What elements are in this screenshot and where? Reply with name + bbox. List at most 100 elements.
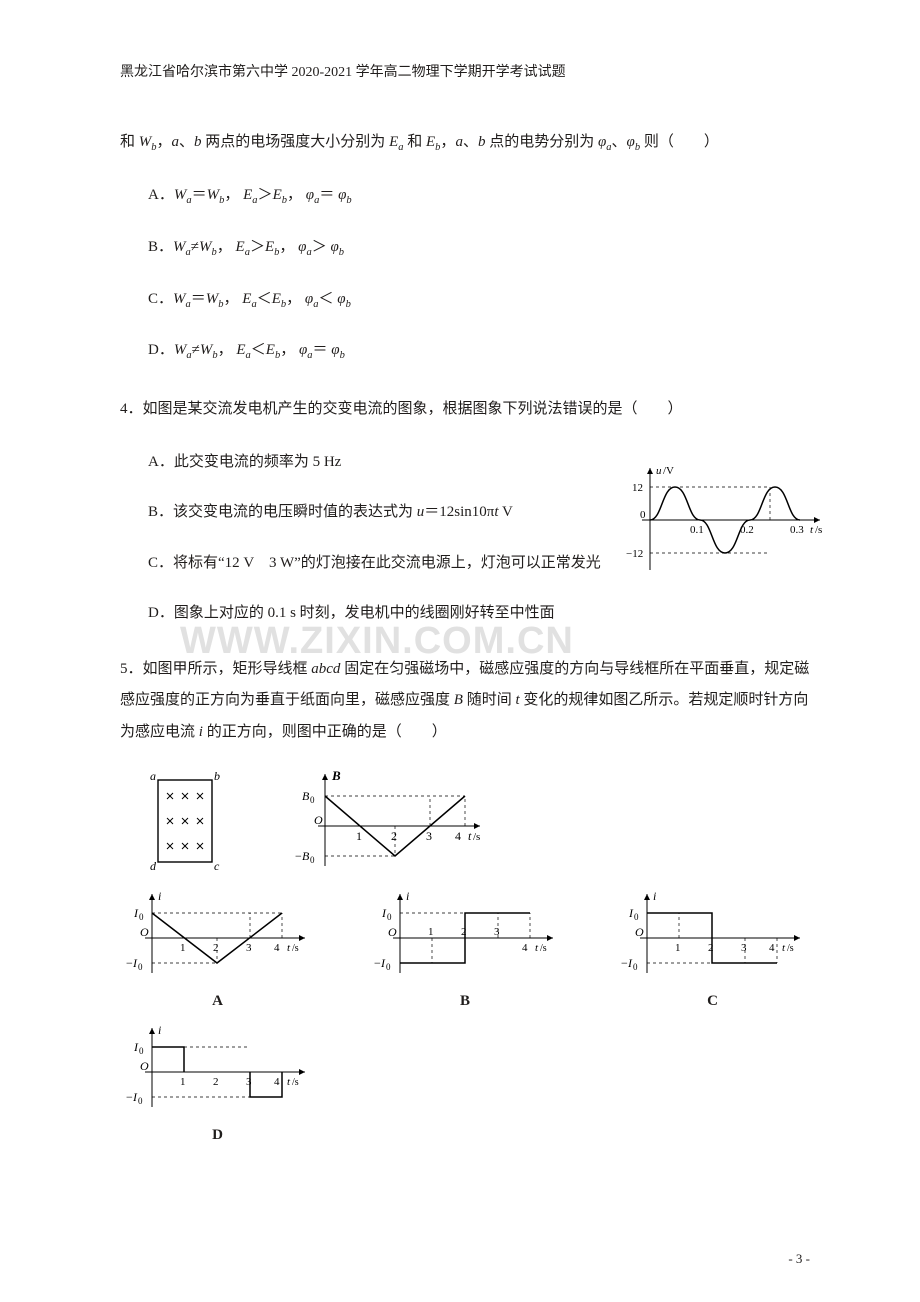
svg-text:3: 3 [741,942,747,954]
svg-text:1: 1 [675,942,681,954]
q5-fig-jia: a b c d [140,766,230,876]
q4-optD: D．图象上对应的 0.1 s 时刻，发电机中的线圈刚好转至中性面 [148,599,810,628]
svg-text:b: b [214,769,220,783]
q3-optD: D．Wa≠Wb， Ea＜Eb， φa＝ φb [148,336,810,366]
svg-text:c: c [214,859,220,873]
q5-stem: 5．如图甲所示，矩形导线框 abcd 固定在匀强磁场中，磁感应强度的方向与导线框… [120,654,810,749]
svg-text:t: t [810,524,814,536]
q3-optC: C．Wa＝Wb， Ea＜Eb， φa＜ φb [148,285,810,315]
q3-text2: ， [157,134,172,150]
svg-text:0: 0 [387,912,392,922]
svg-text:/s: /s [292,943,299,954]
svg-text:0: 0 [310,795,315,805]
svg-text:t: t [287,1076,291,1088]
page-number: - 3 - [788,1247,810,1272]
svg-text:t: t [287,942,291,954]
svg-text:2: 2 [391,829,397,843]
svg-text:3: 3 [246,942,252,954]
q3-optB: B．Wa≠Wb， Ea＞Eb， φa＞ φb [148,233,810,263]
q5-optA-fig: i I0 −I0 O 1 2 3 4 t/s A [120,888,315,1016]
svg-text:0: 0 [138,962,143,972]
svg-text:/s: /s [540,943,547,954]
q3-text2b: 、 [179,134,194,150]
svg-text:2: 2 [708,942,714,954]
q4-optA: A．此交变电流的频率为 5 Hz [148,448,628,477]
svg-text:t: t [782,942,786,954]
q3-a2: a [455,134,463,150]
q3-Eb: E [426,134,435,150]
q5-optD-label: D [120,1121,315,1150]
q3-Wb: W [139,134,152,150]
svg-text:O: O [314,813,323,827]
svg-text:0.3: 0.3 [790,524,804,536]
svg-text:a: a [150,769,156,783]
svg-text:4: 4 [274,942,280,954]
svg-text:t: t [468,829,472,843]
svg-text:O: O [140,925,149,939]
q4-options: A．此交变电流的频率为 5 Hz B．该交变电流的电压瞬时值的表达式为 u＝12… [148,448,628,527]
svg-text:/s: /s [292,1077,299,1088]
q3-Ea: E [389,134,398,150]
svg-text:3: 3 [426,829,432,843]
svg-text:−: − [126,956,133,970]
q5-optC-label: C [615,987,810,1016]
svg-text:0: 0 [310,855,315,865]
svg-text:4: 4 [455,829,461,843]
svg-text:u: u [656,465,662,477]
svg-text:B: B [331,768,341,783]
svg-text:1: 1 [180,942,186,954]
svg-text:O: O [388,925,397,939]
svg-text:0: 0 [634,912,639,922]
svg-text:0.2: 0.2 [740,524,754,536]
svg-text:0: 0 [640,509,646,521]
q4-optB: B．该交变电流的电压瞬时值的表达式为 u＝12sin10πt V [148,498,628,527]
svg-text:−12: −12 [626,548,643,560]
svg-text:2: 2 [213,1076,219,1088]
q3-b1: b [194,134,202,150]
q3-text5: ， [440,134,455,150]
q3-phib: φ [627,134,635,150]
q3-text3: 两点的电场强度大小分别为 [202,134,390,150]
q3-text8: 则（ ） [640,134,719,150]
q4-stem: 4．如图是某交流发电机产生的交变电流的图象，根据图象下列说法错误的是（ ） [120,394,810,426]
q5-optA-label: A [120,987,315,1016]
svg-text:0: 0 [139,912,144,922]
q3-text7: 、 [612,134,627,150]
svg-text:1: 1 [356,829,362,843]
svg-text:4: 4 [769,942,775,954]
q3-optA: A．Wa＝Wb， Ea＞Eb， φa＝ φb [148,181,810,211]
q5-optB-fig: i I0 −I0 O 1 2 3 4 t/s B [368,888,563,1016]
q5-fig-yi: B B0 −B0 O 1 2 3 4 t/s [290,766,490,876]
svg-text:i: i [653,889,656,903]
svg-text:O: O [635,925,644,939]
svg-text:0: 0 [139,1046,144,1056]
svg-text:4: 4 [274,1076,280,1088]
svg-text:d: d [150,859,157,873]
svg-text:0: 0 [386,962,391,972]
svg-text:/s: /s [787,943,794,954]
svg-text:1: 1 [428,926,434,938]
svg-text:4: 4 [522,942,528,954]
svg-text:i: i [158,889,161,903]
q3-text6: 点的电势分别为 [485,134,598,150]
q3-text4: 和 [403,134,426,150]
q4-sine-chart: u/V 12 −12 0 0.1 0.2 0.3 t/s [620,460,830,580]
svg-text:−: − [295,849,302,863]
svg-text:t: t [535,942,539,954]
q3-text1: 和 [120,134,139,150]
svg-text:2: 2 [213,942,219,954]
q3-text5b: 、 [463,134,478,150]
svg-text:2: 2 [461,926,467,938]
q5-optB-label: B [368,987,563,1016]
svg-text:0.1: 0.1 [690,524,704,536]
svg-text:12: 12 [632,482,643,494]
svg-text:−: − [374,956,381,970]
svg-text:0: 0 [633,962,638,972]
q5-optC-fig: i I0 −I0 O 1 2 3 4 t/s C [615,888,810,1016]
q3-stem-fragment: 和 Wb，a、b 两点的电场强度大小分别为 Ea 和 Eb，a、b 点的电势分别… [120,127,810,159]
svg-text:−: − [126,1090,133,1104]
q5-optD-fig: i I0 −I0 O 1 2 3 4 t/s D [120,1022,810,1150]
svg-text:O: O [140,1059,149,1073]
svg-text:−: − [621,956,628,970]
svg-text:/s: /s [473,831,480,843]
